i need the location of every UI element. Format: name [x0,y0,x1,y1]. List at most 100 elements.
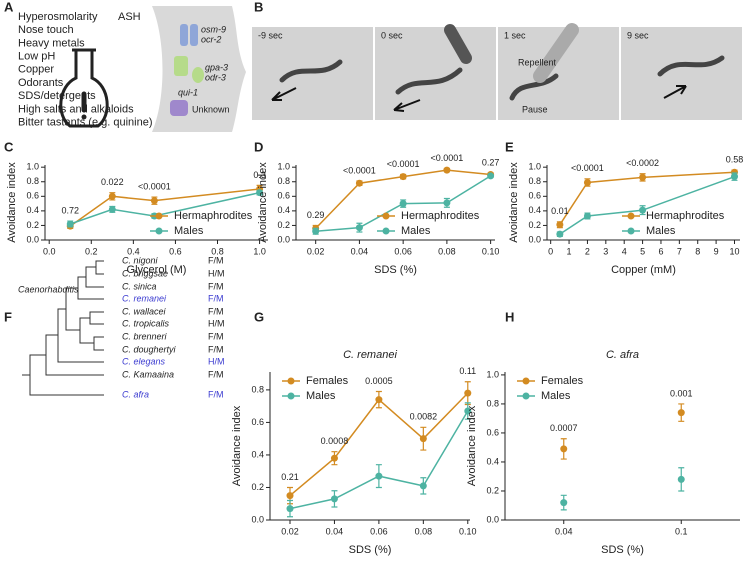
legend-marker [155,227,163,235]
sex-system: F/M [208,331,224,341]
x-tick-label: 0.6 [169,246,182,256]
data-point [108,192,116,200]
data-point [583,212,591,220]
p-value: <0.0001 [343,165,376,175]
panel-label: H [505,309,514,324]
data-point [639,206,647,214]
panel-label: F [4,309,12,324]
timepoint: 9 sec [627,30,649,40]
stimulus: Heavy metals [18,37,85,49]
y-tick-label: 0.8 [486,398,499,408]
legend-label: Hermaphrodites [401,210,480,222]
data-point [730,173,738,181]
gene-label: ocr-2 [201,34,221,44]
series-line [559,175,735,235]
x-tick-label: 6 [658,246,663,256]
panel-label: C [4,139,14,154]
y-tick-label: 0.8 [251,384,264,394]
data-point [330,495,338,503]
legend-marker [287,377,295,385]
legend-marker [627,212,635,220]
y-tick-label: 0.4 [486,456,499,466]
species-name: C. elegans [122,356,166,366]
data-point [556,221,564,229]
x-axis-label: SDS (%) [349,544,392,556]
p-value: 0.0008 [321,436,349,446]
timepoint: 0 sec [381,30,403,40]
x-tick-label: 0.04 [555,526,573,536]
x-tick-label: 3 [603,246,608,256]
y-tick-label: 1.0 [486,369,499,379]
species-name: C. nigoni [122,255,159,265]
data-point [330,454,338,462]
gene-label: Unknown [192,104,230,114]
data-point [399,173,407,181]
stimulus: Nose touch [18,24,74,36]
legend-marker [382,212,390,220]
data-point [487,172,495,180]
y-axis-label: Avoidance index [231,405,243,486]
sex-system: F/M [208,255,224,265]
x-tick-label: 0.4 [127,246,140,256]
y-tick-label: 0.8 [277,176,290,186]
y-tick-label: 0.0 [277,234,290,244]
p-value: 0.21 [281,472,299,482]
x-tick-label: 0.0 [43,246,56,256]
y-tick-label: 0.4 [26,205,39,215]
legend-marker [522,392,530,400]
data-point [583,178,591,186]
p-value: 0.0082 [410,412,438,422]
sex-system: F/M [208,281,224,291]
y-tick-label: 0.0 [251,514,264,524]
legend-label: Males [306,390,336,402]
legend-marker [522,377,530,385]
y-tick-label: 0.0 [528,234,541,244]
data-point [419,482,427,490]
data-point [375,396,383,404]
legend-label: Males [541,390,571,402]
data-point [677,409,685,417]
timepoint: 1 sec [504,30,526,40]
sex-system: H/M [208,356,225,366]
data-point [375,472,383,480]
chart-title: C. remanei [343,349,397,361]
gene-label: osm-9 [201,24,226,34]
data-point [256,189,264,197]
sex-system: F/M [208,369,224,379]
y-axis-label: Avoidance index [508,162,520,243]
p-value: 0.29 [307,210,325,220]
stimulus: High salts and alkaloids [18,103,134,115]
data-point [312,227,320,235]
behavior-note: Pause [522,104,548,114]
y-tick-label: 0.6 [486,427,499,437]
x-axis-label: SDS (%) [601,544,644,556]
x-tick-label: 0.1 [675,526,688,536]
stimulus: Bitter tastants (e.g. quinine) [18,117,153,129]
flask-icon [59,48,109,128]
data-point [464,389,472,397]
data-point [556,230,564,238]
legend-marker [627,227,635,235]
legend-label: Females [306,375,349,387]
sex-system: F/M [208,344,224,354]
sex-system: F/M [208,389,224,399]
chart-title: C. afra [606,349,639,361]
y-axis-label: Avoidance index [257,162,269,243]
y-tick-label: 0.2 [486,485,499,495]
data-point [286,505,294,513]
stimulus: Copper [18,64,54,76]
phylogeny-tree [22,260,104,396]
data-point [639,173,647,181]
x-tick-label: 0.06 [370,526,388,536]
y-tick-label: 0.4 [251,449,264,459]
sex-system: F/M [208,293,224,303]
timepoint: -9 sec [258,30,283,40]
x-tick-label: 7 [677,246,682,256]
panel-label: B [254,0,263,14]
x-tick-label: 0.10 [482,246,500,256]
stimulus: Low pH [18,51,55,63]
p-value: 0.72 [61,205,79,215]
panel-label: A [4,0,14,14]
x-axis-label: Glycerol (M) [127,264,187,276]
